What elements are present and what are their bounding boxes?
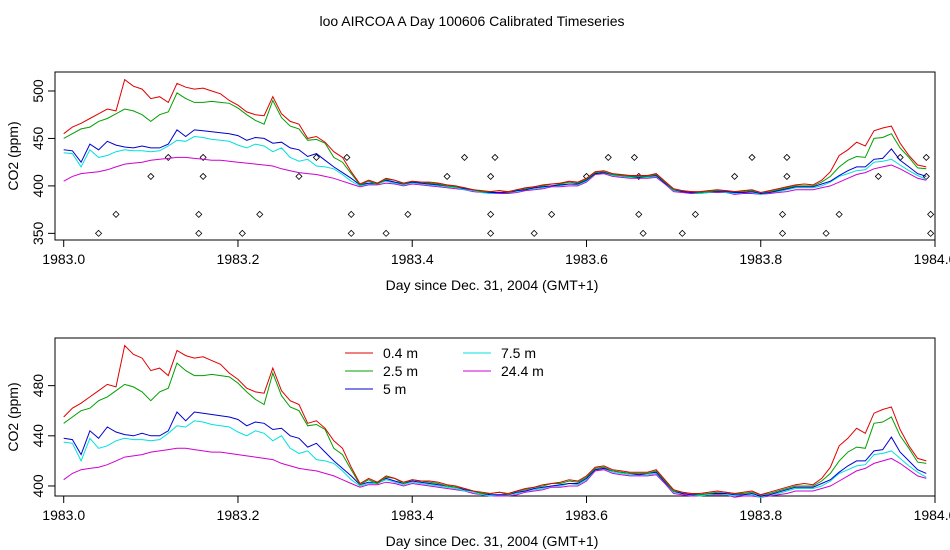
scatter-point — [347, 210, 355, 218]
scatter-point — [112, 210, 120, 218]
scatter-point — [927, 229, 935, 237]
bottom-y-tick-label: 480 — [30, 374, 46, 398]
bottom-series-5-mline — [63, 411, 927, 497]
bottom-series-24-4-mline — [63, 447, 927, 498]
legend-label: 5 m — [383, 381, 406, 397]
bottom-x-tick-label: 1983.2 — [217, 507, 260, 523]
top-y-axis-label: CO2 (ppm) — [5, 121, 21, 190]
top-series-0-4-mline — [63, 78, 927, 194]
scatter-point — [256, 210, 264, 218]
scatter-point — [382, 229, 390, 237]
top-y-tick-label: 350 — [30, 221, 46, 245]
top-y-tick-label: 450 — [30, 127, 46, 151]
scatter-point — [778, 210, 787, 218]
top-series-5-mline — [63, 129, 927, 195]
scatter-point — [199, 153, 207, 161]
scatter-point — [604, 153, 612, 161]
scatter-point — [874, 172, 882, 180]
legend-label: 2.5 m — [383, 363, 418, 379]
scatter-point — [195, 210, 203, 218]
scatter-point — [922, 153, 930, 161]
top-x-tick-label: 1983.6 — [565, 251, 608, 267]
scatter-point — [783, 172, 791, 180]
bottom-series-0-4-mline — [63, 344, 927, 496]
chart-title: loo AIRCOA A Day 100606 Calibrated Times… — [319, 13, 624, 29]
top-points — [94, 153, 935, 237]
scatter-point — [778, 229, 787, 237]
bottom-plot-frame — [54, 337, 936, 497]
scatter-point — [548, 210, 556, 218]
top-y-tick-label: 500 — [30, 79, 46, 103]
scatter-point — [199, 172, 207, 180]
bottom-series-2-5-mline — [63, 362, 927, 496]
top-x-axis-label: Day since Dec. 31, 2004 (GMT+1) — [386, 277, 599, 293]
scatter-point — [343, 153, 351, 161]
scatter-point — [295, 172, 303, 180]
scatter-point — [487, 210, 495, 218]
bottom-panel: CO2 (ppm) Day since Dec. 31, 2004 (GMT+1… — [5, 337, 950, 549]
scatter-point — [487, 229, 495, 237]
scatter-point — [783, 153, 791, 161]
scatter-point — [691, 210, 699, 218]
bottom-x-tick-label: 1983.8 — [739, 507, 782, 523]
scatter-point — [460, 153, 469, 161]
top-x-tick-label: 1983.2 — [217, 251, 260, 267]
scatter-point — [731, 172, 739, 180]
scatter-point — [238, 229, 246, 237]
bottom-lines — [63, 344, 927, 498]
scatter-point — [748, 153, 756, 161]
scatter-point — [443, 172, 451, 180]
scatter-point — [487, 172, 495, 180]
top-lines — [63, 78, 927, 195]
scatter-point — [630, 153, 638, 161]
scatter-point — [530, 229, 538, 237]
top-x-tick-label: 1983.0 — [42, 251, 85, 267]
scatter-point — [195, 229, 203, 237]
bottom-x-tick-label: 1983.6 — [565, 507, 608, 523]
scatter-point — [164, 153, 172, 161]
top-series-24-4-mline — [63, 156, 927, 195]
bottom-y-tick-label: 400 — [30, 474, 46, 498]
scatter-point — [312, 153, 320, 161]
top-series-2-5-mline — [63, 92, 927, 194]
bottom-x-tick-label: 1984.0 — [914, 507, 950, 523]
legend-label: 0.4 m — [383, 345, 418, 361]
bottom-x-tick-label: 1983.4 — [391, 507, 434, 523]
top-y-tick-label: 400 — [30, 174, 46, 198]
top-ticks: 1983.0 1983.2 1983.4 1983.6 1983.8 1984.0 350 4… — [30, 79, 950, 267]
bottom-series-7-5-mline — [63, 420, 927, 498]
bottom-y-axis-label: CO2 (ppm) — [5, 382, 21, 451]
scatter-point — [639, 229, 647, 237]
legend-label: 7.5 m — [501, 345, 536, 361]
bottom-y-tick-label: 440 — [30, 424, 46, 448]
top-x-tick-label: 1984.0 — [914, 251, 950, 267]
scatter-point — [147, 172, 155, 180]
top-x-tick-label: 1983.4 — [391, 251, 434, 267]
bottom-x-axis-label: Day since Dec. 31, 2004 (GMT+1) — [386, 533, 599, 549]
top-panel: CO2 (ppm) Day since Dec. 31, 2004 (GMT+1… — [5, 71, 950, 293]
top-x-tick-label: 1983.8 — [739, 251, 782, 267]
scatter-point — [927, 210, 935, 218]
bottom-x-tick-label: 1983.0 — [42, 507, 85, 523]
scatter-point — [822, 229, 830, 237]
bottom-ticks: 1983.0 1983.2 1983.4 1983.6 1983.8 1984.0 400 4… — [30, 374, 950, 523]
scatter-point — [491, 153, 499, 161]
scatter-point — [347, 229, 355, 237]
scatter-point — [678, 229, 686, 237]
scatter-point — [94, 229, 103, 237]
top-plot-frame — [54, 71, 936, 241]
scatter-point — [404, 210, 412, 218]
scatter-point — [635, 210, 643, 218]
legend-label: 24.4 m — [501, 363, 544, 379]
scatter-point — [835, 210, 843, 218]
legend: 0.4 m 2.5 m 5 m 7.5 m 24.4 m — [345, 345, 544, 397]
